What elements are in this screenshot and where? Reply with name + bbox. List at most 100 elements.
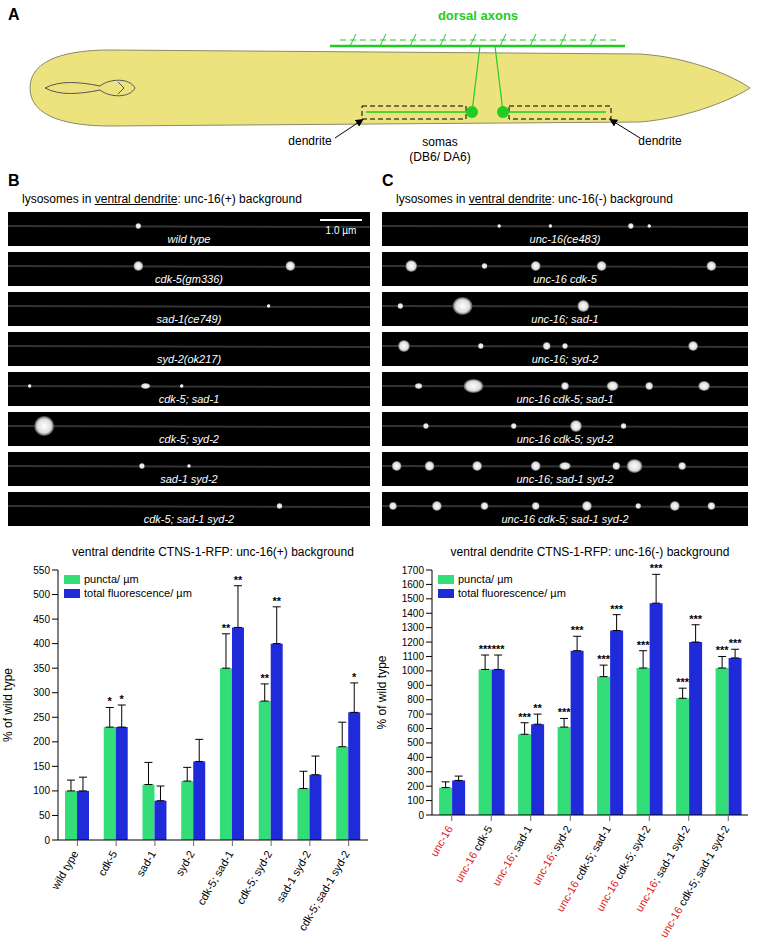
html-text:cdk-5; sad-1: cdk-5; sad-1 [570,823,613,885]
svg-text:sad-1: sad-1 [134,848,158,878]
svg-text:***: *** [637,639,651,651]
svg-text:*: * [108,695,113,707]
svg-text:300: 300 [33,687,50,698]
svg-text:***: *** [492,643,506,655]
svg-text:***: *** [571,624,585,636]
svg-text:0: 0 [44,835,50,846]
html-text:unc-16; sad-1 syd-2: unc-16; sad-1 syd-2 [516,473,614,485]
html-text:unc-16 cdk-5; sad-1: unc-16 cdk-5; sad-1 [516,393,614,405]
svg-text:dendrite: dendrite [288,134,332,148]
html-text:cdk-5; syd-2: cdk-5; syd-2 [159,433,219,445]
svg-text:somas: somas [422,135,457,149]
html-text:sad-1(ce749): sad-1(ce749) [156,313,222,325]
html-text:unc-16; syd-2: unc-16; syd-2 [531,353,599,365]
html-text:unc-16: unc-16 [593,878,621,914]
svg-text:cdk-5; sad-1 syd-2: cdk-5; sad-1 syd-2 [296,848,352,932]
svg-text:800: 800 [407,694,424,705]
html-text:cdk-5; syd-2: cdk-5; syd-2 [610,823,653,884]
svg-text:1700: 1700 [402,565,425,576]
html-text:ventral dendrite CTNS-1-RFP: u: ventral dendrite CTNS-1-RFP: unc-16(+) b… [72,545,354,559]
svg-text:***: *** [689,613,703,625]
svg-text:150: 150 [33,761,50,772]
svg-text:A: A [8,6,20,23]
html-text:unc-16 cdk-5; sad-1 syd-2: unc-16 cdk-5; sad-1 syd-2 [501,513,629,525]
html-text:lysosomes in ventral dendrite:: lysosomes in ventral dendrite: unc-16(+)… [22,192,302,206]
svg-text:dendrite: dendrite [638,134,682,148]
svg-text:*: * [352,671,357,683]
html-text:B: B [8,172,20,189]
svg-text:200: 200 [407,781,424,792]
html-text:unc-16 cdk-5; syd-2: unc-16 cdk-5; syd-2 [516,433,614,445]
svg-text:1000: 1000 [402,665,425,676]
svg-text:1400: 1400 [402,608,425,619]
html-text:C: C [382,172,394,189]
svg-text:0: 0 [418,810,424,821]
svg-text:syd-2: syd-2 [173,848,197,877]
svg-text:***: *** [610,603,624,615]
html-text:unc-16 cdk-5: unc-16 cdk-5 [533,273,597,285]
svg-text:*: * [120,693,125,705]
svg-text:% of wild type: % of wild type [2,668,15,742]
svg-text:100: 100 [33,785,50,796]
html-text:unc-16: unc-16 [632,878,661,914]
svg-text:***: *** [729,637,743,649]
svg-text:***: *** [676,676,690,688]
html-text:cdk-5(gm336): cdk-5(gm336) [155,273,223,285]
svg-text:***: *** [650,562,664,574]
svg-text:cdk-5; sad-1: cdk-5; sad-1 [195,848,236,906]
svg-text:***: *** [716,644,730,656]
svg-text:cdk-5; syd-2: cdk-5; syd-2 [234,848,274,906]
svg-text:(DB6/ DA6): (DB6/ DA6) [409,150,470,164]
svg-text:200: 200 [33,736,50,747]
svg-text:***: *** [479,643,493,655]
svg-text:250: 250 [33,712,50,723]
svg-text:1.0 µm: 1.0 µm [326,225,357,236]
svg-text:350: 350 [33,663,50,674]
svg-text:wild type: wild type [48,848,80,892]
svg-text:1500: 1500 [402,593,425,604]
svg-text:**: ** [222,622,231,634]
svg-text:300: 300 [407,766,424,777]
svg-text:unc-16; syd-2: unc-16; syd-2 [530,823,574,887]
html-text:unc-16; sad-1: unc-16; sad-1 [531,313,599,325]
svg-text:% of wild type: % of wild type [376,655,389,729]
svg-text:1300: 1300 [402,622,425,633]
html-text:lysosomes in ventral dendrite:: lysosomes in ventral dendrite: unc-16(-)… [396,192,673,206]
svg-text:unc-16: unc-16 [428,823,455,858]
svg-text:550: 550 [33,565,50,576]
svg-text:***: *** [558,706,572,718]
html-text:cdk-5; sad-1 syd-2: cdk-5; sad-1 syd-2 [143,513,235,525]
svg-text:500: 500 [407,737,424,748]
html-text:unc-16(ce483): unc-16(ce483) [529,233,601,245]
svg-text:unc-16 cdk-5; sad-1 syd-2: unc-16 cdk-5; sad-1 syd-2 [657,823,731,939]
svg-text:600: 600 [407,723,424,734]
svg-text:unc-16 cdk-5: unc-16 cdk-5 [452,823,494,884]
svg-text:1600: 1600 [402,579,425,590]
svg-text:**: ** [234,574,243,586]
svg-text:cdk-5: cdk-5 [95,848,119,877]
svg-text:400: 400 [407,752,424,763]
html-text:ventral dendrite CTNS-1-RFP: u: ventral dendrite CTNS-1-RFP: unc-16(-) b… [450,545,730,559]
svg-text:100: 100 [407,795,424,806]
svg-text:***: *** [597,653,611,665]
svg-text:500: 500 [33,589,50,600]
html-text:syd-2(ok217): syd-2(ok217) [156,353,222,365]
svg-text:450: 450 [33,614,50,625]
html-text:unc-16: unc-16 [553,878,582,914]
svg-text:400: 400 [33,638,50,649]
svg-text:1200: 1200 [402,637,425,648]
svg-text:unc-16; sad-1: unc-16; sad-1 [490,823,534,887]
svg-text:1100: 1100 [402,651,424,662]
html-text:sad-1 syd-2: sad-1 syd-2 [160,473,218,485]
svg-text:sad-1 syd-2: sad-1 syd-2 [274,848,313,904]
svg-text:50: 50 [39,810,51,821]
svg-text:**: ** [533,702,542,714]
svg-text:900: 900 [407,680,424,691]
svg-text:**: ** [260,672,269,684]
svg-text:700: 700 [407,709,424,720]
svg-text:**: ** [272,595,281,607]
svg-text:dorsal axons: dorsal axons [438,8,518,23]
html-text:wild type: wild type [167,233,211,245]
html-text:cdk-5; sad-1: cdk-5; sad-1 [158,393,220,405]
svg-text:***: *** [518,711,532,723]
